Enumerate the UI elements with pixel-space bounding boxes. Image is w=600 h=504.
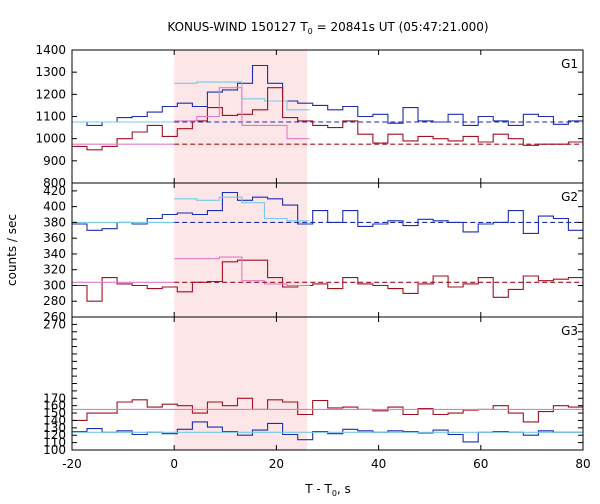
x-tick-label: 40 [371, 457, 386, 471]
x-tick-label: -20 [62, 457, 82, 471]
series-g2-1 [174, 196, 310, 222]
y-tick-label: 360 [43, 231, 66, 245]
panel-label-g3: G3 [561, 324, 578, 338]
y-axis-label: counts / sec [5, 214, 19, 286]
y-tick-label: 800 [43, 176, 66, 190]
panel-label-g1: G1 [561, 57, 578, 71]
plot-area: G180090010001100120013001400G22602803003… [35, 43, 590, 471]
y-tick-label: 170 [43, 391, 66, 405]
series-g1-0 [72, 64, 583, 126]
y-tick-label: 270 [43, 317, 66, 331]
y-tick-label: 110 [43, 436, 66, 450]
y-tick-label: 400 [43, 200, 66, 214]
y-tick-label: 260 [43, 310, 66, 324]
y-tick-label: 340 [43, 247, 66, 261]
panel-frame-g3 [71, 316, 584, 451]
y-tick-label: 280 [43, 294, 66, 308]
y-tick-label: 150 [43, 406, 66, 420]
y-tick-label: 300 [43, 278, 66, 292]
y-tick-label: 320 [43, 263, 66, 277]
x-tick-label: 0 [170, 457, 178, 471]
x-axis-label: T - T0, s [304, 482, 351, 498]
y-tick-label: 1400 [35, 43, 66, 57]
y-tick-label: 1300 [35, 65, 66, 79]
y-tick-label: 420 [43, 184, 66, 198]
x-tick-label: 20 [269, 457, 284, 471]
series-g2-0 [72, 191, 583, 234]
y-tick-label: 900 [43, 154, 66, 168]
series-g1-5 [174, 87, 310, 140]
y-tick-label: 130 [43, 421, 66, 435]
panel-label-g2: G2 [561, 190, 578, 204]
series-g3-0 [72, 421, 583, 443]
chart-title: KONUS-WIND 150127 T0 = 20841s UT (05:47:… [167, 20, 488, 36]
y-tick-label: 1000 [35, 132, 66, 146]
y-tick-label: 140 [43, 413, 66, 427]
y-tick-label: 380 [43, 215, 66, 229]
series-g1-4 [72, 87, 583, 151]
y-tick-label: 1100 [35, 110, 66, 124]
panel-frame-g1 [71, 49, 584, 184]
series-g3-2 [72, 397, 583, 423]
y-tick-label: 160 [43, 399, 66, 413]
series-g2-4 [72, 259, 583, 302]
series-g2-5 [174, 256, 310, 287]
x-tick-label: 60 [473, 457, 488, 471]
y-tick-label: 100 [43, 443, 66, 457]
x-tick-label: 80 [575, 457, 590, 471]
y-tick-label: 120 [43, 428, 66, 442]
y-tick-label: 1200 [35, 87, 66, 101]
